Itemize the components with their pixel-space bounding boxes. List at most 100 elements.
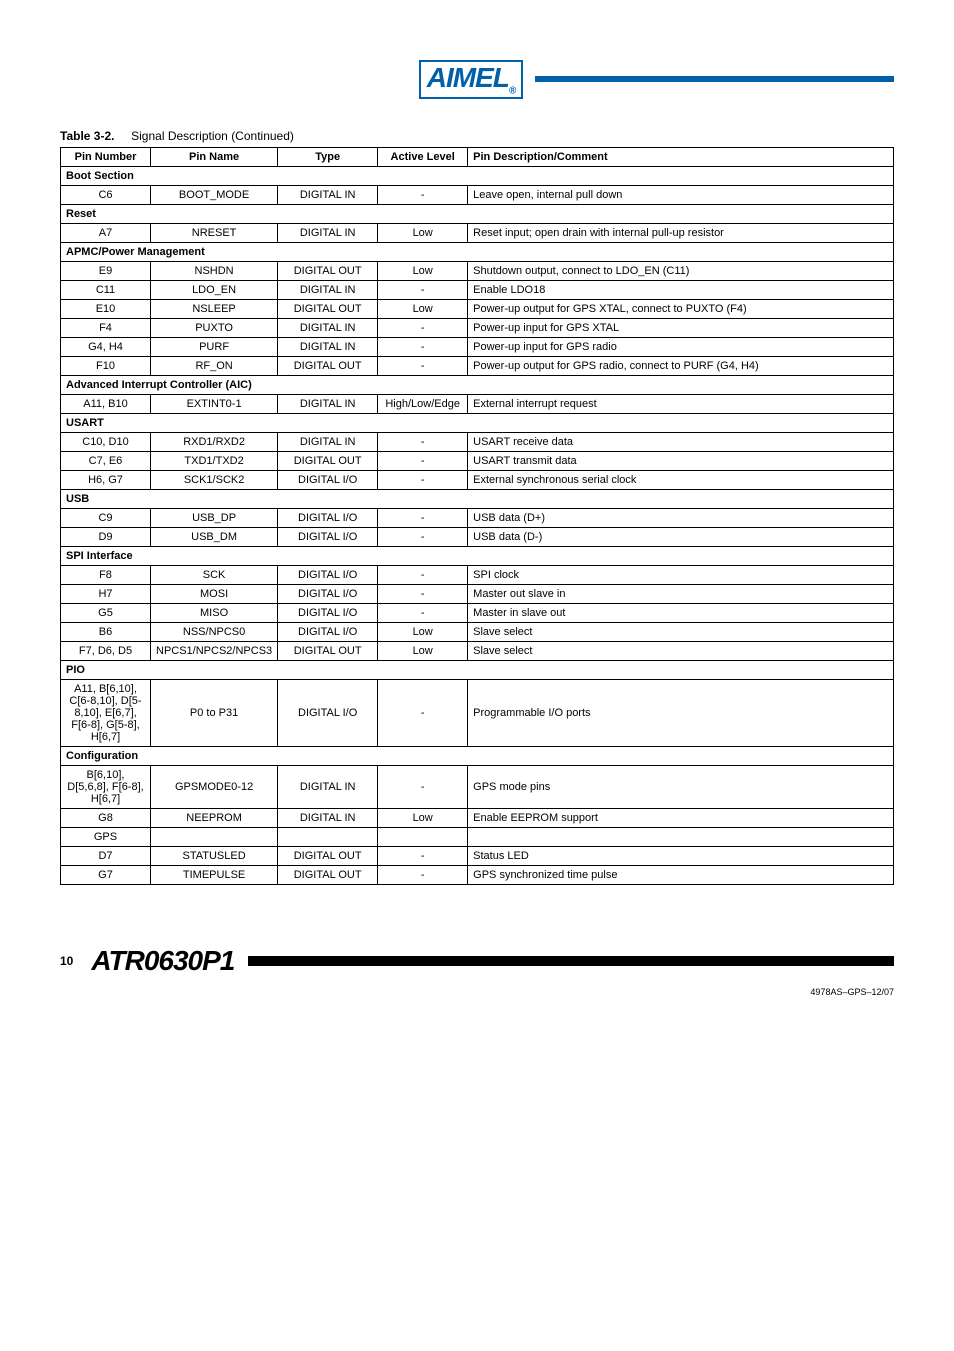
section-row: Boot Section <box>61 166 894 185</box>
cell-type: DIGITAL OUT <box>278 261 378 280</box>
table-row: F10RF_ONDIGITAL OUT-Power-up output for … <box>61 356 894 375</box>
section-row: SPI Interface <box>61 546 894 565</box>
cell-name: MISO <box>151 603 278 622</box>
table-row: GPS <box>61 827 894 846</box>
section-row: Configuration <box>61 746 894 765</box>
th-pinnum: Pin Number <box>61 147 151 166</box>
cell-type: DIGITAL OUT <box>278 356 378 375</box>
cell-name: NSS/NPCS0 <box>151 622 278 641</box>
cell-desc: External interrupt request <box>468 394 894 413</box>
cell-num: A7 <box>61 223 151 242</box>
cell-desc: Power-up output for GPS XTAL, connect to… <box>468 299 894 318</box>
cell-num: C6 <box>61 185 151 204</box>
cell-type: DIGITAL IN <box>278 432 378 451</box>
atmel-logo: AIMEL® <box>419 60 523 99</box>
table-row: D7STATUSLEDDIGITAL OUT-Status LED <box>61 846 894 865</box>
cell-num: F4 <box>61 318 151 337</box>
cell-level: - <box>378 185 468 204</box>
cell-level: - <box>378 565 468 584</box>
table-row: B6NSS/NPCS0DIGITAL I/OLowSlave select <box>61 622 894 641</box>
table-row: F8SCKDIGITAL I/O-SPI clock <box>61 565 894 584</box>
cell-desc <box>468 827 894 846</box>
cell-name: TXD1/TXD2 <box>151 451 278 470</box>
table-caption: Table 3-2. Signal Description (Continued… <box>60 129 894 143</box>
cell-num: G4, H4 <box>61 337 151 356</box>
table-row: G5MISODIGITAL I/O-Master in slave out <box>61 603 894 622</box>
cell-desc: Reset input; open drain with internal pu… <box>468 223 894 242</box>
section-row: Reset <box>61 204 894 223</box>
cell-type: DIGITAL OUT <box>278 641 378 660</box>
logo-reg: ® <box>509 86 515 97</box>
table-row: H7MOSIDIGITAL I/O-Master out slave in <box>61 584 894 603</box>
section-row: USB <box>61 489 894 508</box>
section-row: Advanced Interrupt Controller (AIC) <box>61 375 894 394</box>
cell-level: - <box>378 508 468 527</box>
cell-level: - <box>378 765 468 808</box>
cell-num: F10 <box>61 356 151 375</box>
cell-num: C7, E6 <box>61 451 151 470</box>
cell-name: NPCS1/NPCS2/NPCS3 <box>151 641 278 660</box>
cell-type: DIGITAL I/O <box>278 679 378 746</box>
cell-desc: GPS mode pins <box>468 765 894 808</box>
cell-level: Low <box>378 622 468 641</box>
cell-name: LDO_EN <box>151 280 278 299</box>
cell-desc: Power-up input for GPS XTAL <box>468 318 894 337</box>
cell-type <box>278 827 378 846</box>
cell-level: - <box>378 846 468 865</box>
doc-id: 4978AS–GPS–12/07 <box>60 987 894 997</box>
cell-name: GPSMODE0-12 <box>151 765 278 808</box>
cell-type: DIGITAL IN <box>278 185 378 204</box>
cell-type: DIGITAL I/O <box>278 584 378 603</box>
table-row: C10, D10RXD1/RXD2DIGITAL IN-USART receiv… <box>61 432 894 451</box>
table-row: H6, G7SCK1/SCK2DIGITAL I/O-External sync… <box>61 470 894 489</box>
table-row: C7, E6TXD1/TXD2DIGITAL OUT-USART transmi… <box>61 451 894 470</box>
cell-num: B[6,10], D[5,6,8], F[6-8], H[6,7] <box>61 765 151 808</box>
cell-name: TIMEPULSE <box>151 865 278 884</box>
cell-desc: Slave select <box>468 622 894 641</box>
cell-type: DIGITAL I/O <box>278 565 378 584</box>
cell-num: F7, D6, D5 <box>61 641 151 660</box>
cell-type: DIGITAL OUT <box>278 865 378 884</box>
table-row: A11, B10EXTINT0-1DIGITAL INHigh/Low/Edge… <box>61 394 894 413</box>
cell-type: DIGITAL IN <box>278 337 378 356</box>
cell-num: A11, B10 <box>61 394 151 413</box>
cell-num: H7 <box>61 584 151 603</box>
cell-desc: Master out slave in <box>468 584 894 603</box>
cell-level: Low <box>378 641 468 660</box>
table-row: A11, B[6,10], C[6-8,10], D[5-8,10], E[6,… <box>61 679 894 746</box>
section-row: PIO <box>61 660 894 679</box>
cell-name: USB_DM <box>151 527 278 546</box>
cell-type: DIGITAL OUT <box>278 846 378 865</box>
cell-name: SCK1/SCK2 <box>151 470 278 489</box>
section-title: Reset <box>61 204 894 223</box>
cell-level: - <box>378 470 468 489</box>
table-row: G4, H4PURFDIGITAL IN-Power-up input for … <box>61 337 894 356</box>
cell-name: NEEPROM <box>151 808 278 827</box>
cell-level: - <box>378 451 468 470</box>
page-number: 10 <box>60 954 73 968</box>
cell-desc: Master in slave out <box>468 603 894 622</box>
cell-num: GPS <box>61 827 151 846</box>
cell-desc: Power-up output for GPS radio, connect t… <box>468 356 894 375</box>
cell-desc: Enable LDO18 <box>468 280 894 299</box>
cell-type: DIGITAL IN <box>278 765 378 808</box>
header-bar <box>535 76 894 82</box>
cell-level: Low <box>378 299 468 318</box>
section-title: APMC/Power Management <box>61 242 894 261</box>
cell-desc: USART transmit data <box>468 451 894 470</box>
cell-name: BOOT_MODE <box>151 185 278 204</box>
cell-name: NRESET <box>151 223 278 242</box>
cell-type: DIGITAL IN <box>278 394 378 413</box>
cell-desc: GPS synchronized time pulse <box>468 865 894 884</box>
cell-num: E9 <box>61 261 151 280</box>
cell-name: RF_ON <box>151 356 278 375</box>
cell-num: G8 <box>61 808 151 827</box>
cell-type: DIGITAL I/O <box>278 603 378 622</box>
table-row: E10NSLEEPDIGITAL OUTLowPower-up output f… <box>61 299 894 318</box>
table-row: G7TIMEPULSEDIGITAL OUT-GPS synchronized … <box>61 865 894 884</box>
cell-name: RXD1/RXD2 <box>151 432 278 451</box>
cell-level: High/Low/Edge <box>378 394 468 413</box>
cell-level: - <box>378 527 468 546</box>
cell-desc: Slave select <box>468 641 894 660</box>
table-header-row: Pin Number Pin Name Type Active Level Pi… <box>61 147 894 166</box>
